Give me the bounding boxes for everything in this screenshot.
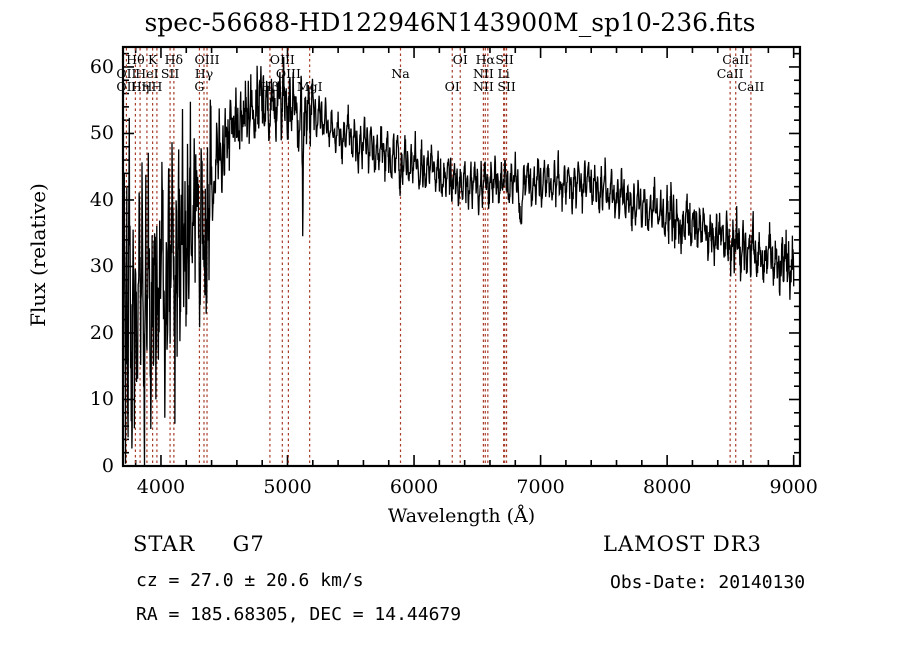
spectral-line-label: NII	[472, 79, 494, 94]
spectral-line-label: OIII	[275, 66, 301, 81]
spectral-line-label: SII	[497, 79, 516, 94]
spectral-line-label: OIII	[194, 52, 220, 67]
spectral-line-label: Na	[391, 66, 410, 81]
x-tick-label: 6000	[389, 476, 439, 498]
spectral-line-label: Li	[497, 66, 510, 81]
spectral-line-label: SII	[160, 66, 180, 81]
figure-title: spec-56688-HD122946N143900M_sp10-236.fit…	[144, 8, 756, 37]
spectral-line-label: HeI	[135, 66, 159, 81]
y-tick-label: 0	[101, 455, 114, 477]
obs-date-value: Obs-Date: 20140130	[610, 572, 806, 593]
x-tick-label: 9000	[769, 476, 818, 498]
y-axis-label: Flux (relative)	[26, 183, 50, 327]
survey-label: LAMOST DR3	[603, 532, 762, 556]
spectral-line-label: OII	[116, 66, 137, 81]
y-tick-label: 50	[89, 122, 114, 145]
spectral-line-markers	[125, 48, 752, 465]
spectral-line-label: MgI	[296, 79, 323, 94]
spectral-line-label: G	[194, 79, 205, 94]
object-type-label: STAR G7	[133, 532, 265, 556]
x-tick-label: 5000	[263, 476, 312, 498]
spectral-line-label: Hβ	[260, 79, 279, 94]
cz-value: cz = 27.0 ± 20.6 km/s	[136, 570, 364, 591]
spectral-line-label: OI	[452, 52, 468, 67]
spectral-line-label: CaII	[716, 66, 744, 81]
spectral-line-label: Hδ	[164, 52, 184, 67]
spectral-line-label: SII	[495, 52, 514, 67]
y-tick-label: 30	[89, 255, 114, 278]
spectral-line-label: H	[141, 79, 153, 94]
spectral-line-label: NII	[472, 66, 494, 81]
y-tick-label: 40	[89, 188, 114, 211]
spectral-line-label: CaII	[722, 52, 750, 67]
spectral-line-label: OI	[444, 79, 460, 94]
coordinates-value: RA = 185.68305, DEC = 14.44679	[136, 604, 462, 625]
spectral-line-label: Hη	[130, 79, 150, 94]
y-tick-label: 10	[89, 388, 114, 411]
spectral-line-label: K	[147, 52, 158, 67]
spectral-line-label: Hγ	[194, 66, 214, 81]
plot-frame	[121, 45, 802, 468]
spectral-line-label: OII	[116, 79, 137, 94]
object-type: STAR	[133, 532, 196, 556]
x-tick-label: 7000	[516, 476, 565, 498]
spectral-class: G7	[232, 532, 265, 556]
x-axis-label: Wavelength (Å)	[387, 505, 536, 527]
spectral-line-label: OIII	[269, 52, 295, 67]
x-tick-label: 8000	[642, 476, 692, 498]
spectral-line-label: Hα	[475, 52, 495, 67]
y-tick-label: 20	[89, 321, 114, 344]
x-tick-label: 4000	[136, 476, 186, 498]
spectral-line-label: CaII	[737, 79, 765, 94]
spectral-line-label: Hθ	[126, 52, 145, 67]
spectrum-trace	[122, 56, 795, 467]
y-tick-label: 60	[89, 55, 114, 78]
spectral-line-label: H	[151, 79, 163, 94]
